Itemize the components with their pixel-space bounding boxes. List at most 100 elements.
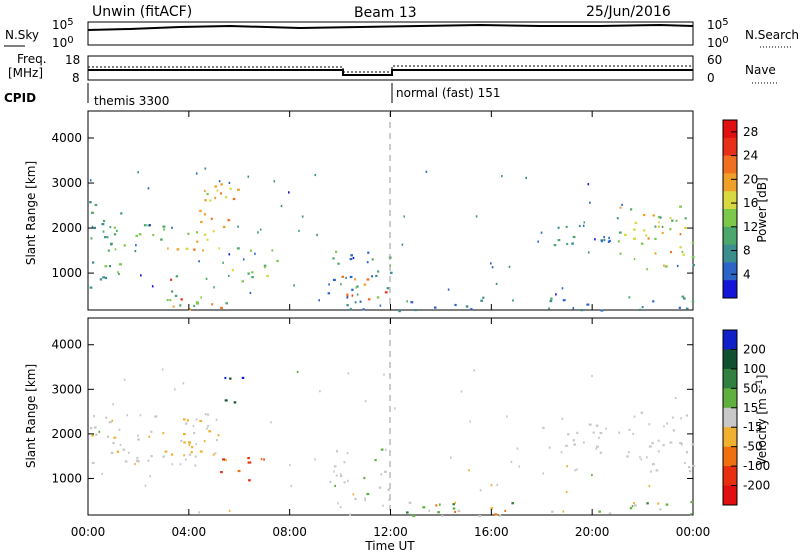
velocity-cell <box>118 428 121 431</box>
power-cell <box>525 176 527 179</box>
power-cell <box>204 167 207 170</box>
velocity-cell <box>374 459 377 462</box>
power-ytick-label-3000: 3000 <box>51 176 82 190</box>
velocity-cell <box>592 431 595 434</box>
velocity-cell <box>150 430 153 433</box>
power-cell <box>376 296 380 299</box>
power-cell <box>231 269 234 272</box>
velocity-cell <box>450 456 452 459</box>
power-cell <box>652 214 655 217</box>
velocity-cell <box>595 447 598 450</box>
power-cell <box>470 308 473 311</box>
power-cell <box>410 301 414 304</box>
velocity-colorbar-swatch <box>723 485 737 506</box>
noise-right-tick-bottom-base: 10 <box>707 36 722 50</box>
power-colorbar-label-16: 16 <box>743 196 758 210</box>
velocity-cell <box>634 504 637 507</box>
velocity-cell <box>565 490 568 494</box>
power-cell <box>162 225 166 228</box>
power-cell <box>652 300 655 303</box>
power-cell <box>359 300 362 303</box>
power-colorbar-swatch <box>723 262 737 281</box>
power-cell <box>345 276 347 279</box>
velocity-cell <box>567 433 570 436</box>
velocity-cell <box>648 445 652 448</box>
power-cell <box>670 251 672 254</box>
power-cell <box>580 309 584 312</box>
velocity-cell <box>137 438 140 441</box>
power-cell <box>434 306 437 309</box>
power-cell <box>213 286 215 289</box>
power-ytick-label-4000: 4000 <box>51 131 82 145</box>
velocity-cell <box>599 431 603 435</box>
velocity-cell <box>212 453 215 456</box>
velocity-cell <box>387 488 390 491</box>
power-cell <box>170 278 173 281</box>
power-cell <box>109 226 112 229</box>
power-cell <box>337 262 340 265</box>
power-cell <box>318 299 320 302</box>
power-cell <box>169 299 172 302</box>
power-cell <box>113 226 116 229</box>
power-cell <box>335 250 338 253</box>
velocity-cell <box>662 444 665 447</box>
velocity-cell <box>378 486 382 489</box>
power-cell <box>557 226 560 229</box>
velocity-cell <box>688 470 692 473</box>
velocity-cell <box>428 509 431 512</box>
power-cell <box>103 219 106 223</box>
velocity-cell <box>91 461 95 465</box>
power-cell <box>589 201 591 204</box>
power-cell <box>349 307 352 311</box>
power-cell <box>271 249 274 252</box>
power-cell <box>586 303 590 306</box>
velocity-cell <box>112 403 114 406</box>
power-cell <box>228 253 231 256</box>
power-cell <box>685 307 689 310</box>
power-cell <box>600 309 604 312</box>
power-cell <box>363 283 367 286</box>
velocity-cell <box>435 504 438 507</box>
power-cell <box>557 239 561 242</box>
power-cell <box>679 233 682 236</box>
power-cell <box>633 228 636 231</box>
noise-right-tick-top-exp: 5 <box>722 17 728 28</box>
velocity-cell <box>119 443 122 446</box>
noise-right-tick-bottom-exp: 0 <box>722 35 728 46</box>
velocity-cell <box>346 452 349 455</box>
power-cell <box>147 187 150 190</box>
velocity-cell <box>690 501 694 504</box>
velocity-cell <box>123 378 126 381</box>
power-cell <box>375 274 378 277</box>
velocity-cell <box>639 456 641 459</box>
power-cell <box>211 303 214 306</box>
power-cell <box>218 247 221 250</box>
velocity-colorbar-label-100: 100 <box>743 362 766 376</box>
noise-left-tick-top-base: 10 <box>52 18 67 32</box>
power-cell <box>600 240 603 243</box>
velocity-cell <box>207 413 210 416</box>
power-colorbar-swatch <box>723 191 737 210</box>
velocity-cell <box>136 456 139 460</box>
power-cell <box>273 180 276 183</box>
power-cell <box>193 304 196 308</box>
power-cell <box>123 244 126 247</box>
velocity-cell <box>343 461 346 464</box>
velocity-cell <box>608 512 612 515</box>
power-cell <box>276 259 279 263</box>
power-colorbar-label-4: 4 <box>743 267 751 281</box>
power-colorbar-swatch <box>723 209 737 228</box>
power-cell <box>349 258 353 261</box>
power-cell <box>654 225 657 228</box>
velocity-cell <box>136 459 139 462</box>
power-cell <box>114 248 117 251</box>
freq-panel-frame <box>87 55 694 81</box>
power-cell <box>371 275 373 278</box>
velocity-cell <box>171 463 174 466</box>
velocity-cell <box>618 431 621 434</box>
velocity-cell <box>684 461 686 465</box>
velocity-cell <box>161 368 164 371</box>
power-cell <box>628 296 631 299</box>
velocity-cell <box>460 390 463 393</box>
power-cell <box>634 237 636 241</box>
